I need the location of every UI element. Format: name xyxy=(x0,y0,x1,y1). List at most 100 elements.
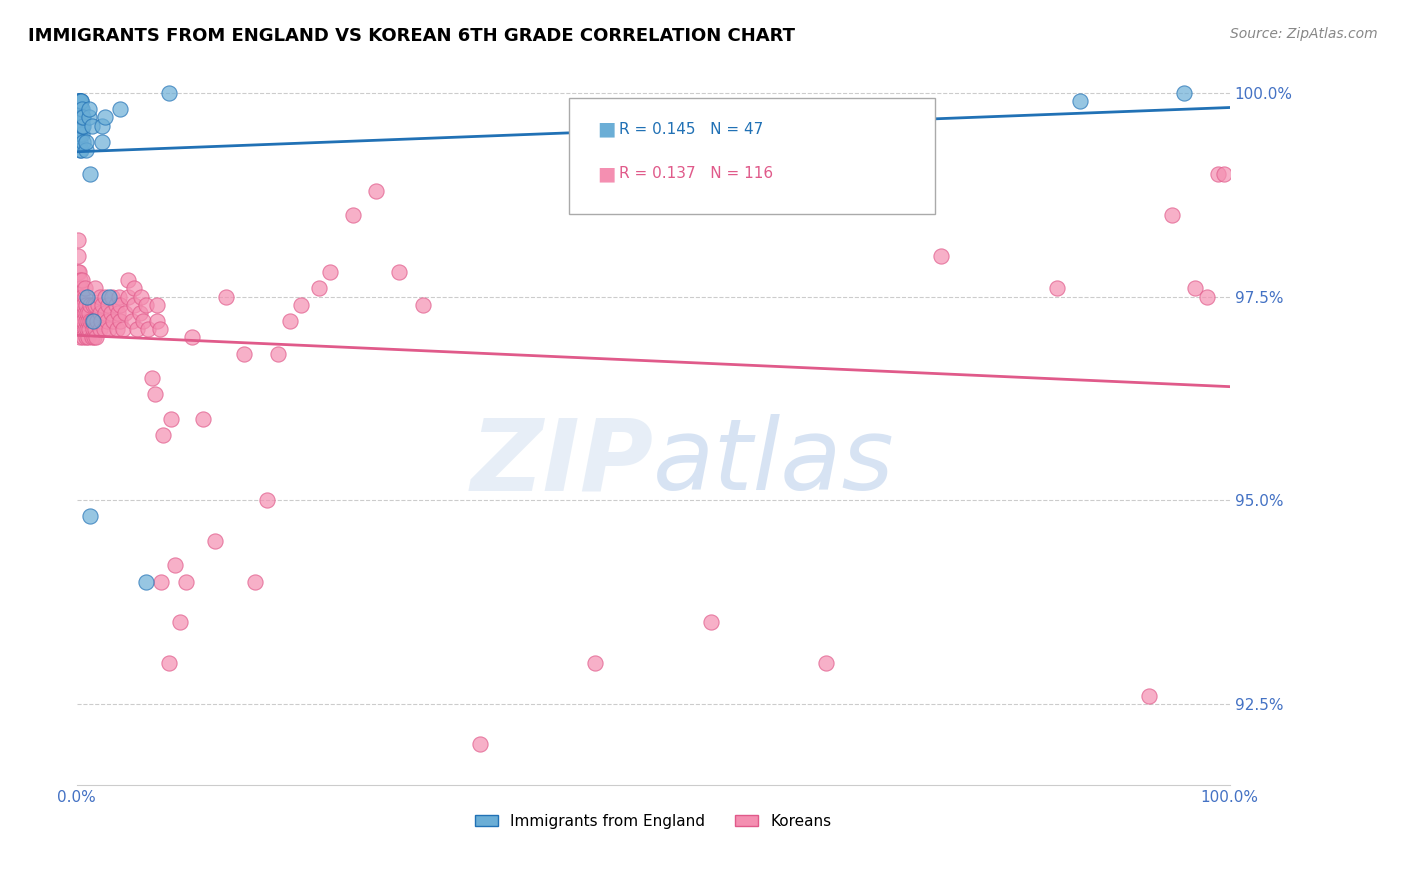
Koreans xyxy=(105,322,128,336)
Koreans xyxy=(80,330,103,344)
Immigrants from England xyxy=(80,119,103,133)
Text: atlas: atlas xyxy=(654,414,894,511)
Koreans xyxy=(163,558,186,573)
Koreans xyxy=(93,322,115,336)
Koreans xyxy=(366,184,388,198)
Koreans xyxy=(72,289,94,303)
Koreans xyxy=(66,249,89,263)
Koreans xyxy=(146,298,169,312)
Immigrants from England xyxy=(1069,94,1091,108)
Immigrants from England xyxy=(82,314,104,328)
Koreans xyxy=(72,330,94,344)
Immigrants from England xyxy=(72,102,94,116)
Immigrants from England xyxy=(67,94,90,108)
Immigrants from England xyxy=(69,94,91,108)
Immigrants from England xyxy=(69,102,91,116)
Koreans xyxy=(77,330,100,344)
Koreans xyxy=(70,298,93,312)
Koreans xyxy=(73,281,96,295)
Koreans xyxy=(117,273,139,287)
Koreans xyxy=(136,322,159,336)
Koreans xyxy=(1213,167,1236,181)
Koreans xyxy=(149,322,172,336)
Koreans xyxy=(75,314,97,328)
Koreans xyxy=(100,306,122,320)
Koreans xyxy=(77,322,100,336)
Koreans xyxy=(94,289,117,303)
Immigrants from England xyxy=(75,135,97,149)
Koreans xyxy=(84,322,107,336)
Legend: Immigrants from England, Koreans: Immigrants from England, Koreans xyxy=(468,807,838,835)
Koreans xyxy=(319,265,342,279)
Koreans xyxy=(72,306,94,320)
Koreans xyxy=(67,298,90,312)
Immigrants from England xyxy=(72,135,94,149)
Koreans xyxy=(90,298,112,312)
Koreans xyxy=(1206,167,1229,181)
Koreans xyxy=(72,322,94,336)
Immigrants from England xyxy=(66,94,89,108)
Koreans xyxy=(67,314,90,328)
Koreans xyxy=(470,738,492,752)
Koreans xyxy=(79,314,101,328)
Koreans xyxy=(585,656,607,670)
Immigrants from England xyxy=(66,102,89,116)
Koreans xyxy=(73,322,96,336)
Koreans xyxy=(1137,689,1160,703)
Koreans xyxy=(278,314,301,328)
Koreans xyxy=(815,656,838,670)
Immigrants from England xyxy=(69,94,91,108)
Koreans xyxy=(180,330,202,344)
Koreans xyxy=(77,306,100,320)
Koreans xyxy=(146,314,169,328)
Immigrants from England xyxy=(72,111,94,125)
Koreans xyxy=(215,289,238,303)
Koreans xyxy=(83,330,105,344)
Text: ■: ■ xyxy=(598,120,616,139)
Immigrants from England xyxy=(76,289,98,303)
Immigrants from England xyxy=(67,111,90,125)
Koreans xyxy=(152,428,174,442)
Koreans xyxy=(143,387,166,401)
Immigrants from England xyxy=(67,94,90,108)
Immigrants from England xyxy=(157,86,180,100)
Immigrants from England xyxy=(70,111,93,125)
Koreans xyxy=(89,289,111,303)
Koreans xyxy=(122,281,145,295)
Immigrants from England xyxy=(69,135,91,149)
Koreans xyxy=(1195,289,1218,303)
Koreans xyxy=(96,314,118,328)
Koreans xyxy=(69,273,91,287)
Koreans xyxy=(256,493,278,508)
Koreans xyxy=(72,273,94,287)
Immigrants from England xyxy=(70,119,93,133)
Koreans xyxy=(66,289,89,303)
Koreans xyxy=(67,265,90,279)
Koreans xyxy=(101,289,124,303)
Koreans xyxy=(80,314,103,328)
Koreans xyxy=(75,330,97,344)
Koreans xyxy=(157,656,180,670)
Text: IMMIGRANTS FROM ENGLAND VS KOREAN 6TH GRADE CORRELATION CHART: IMMIGRANTS FROM ENGLAND VS KOREAN 6TH GR… xyxy=(28,27,796,45)
Koreans xyxy=(86,314,108,328)
Koreans xyxy=(69,289,91,303)
Koreans xyxy=(174,574,197,589)
Koreans xyxy=(1161,208,1184,222)
Koreans xyxy=(79,298,101,312)
Koreans xyxy=(87,298,110,312)
Koreans xyxy=(412,298,434,312)
Koreans xyxy=(132,314,155,328)
Koreans xyxy=(267,346,290,360)
Immigrants from England xyxy=(72,111,94,125)
Koreans xyxy=(83,314,105,328)
Koreans xyxy=(76,306,98,320)
Immigrants from England xyxy=(69,94,91,108)
Koreans xyxy=(700,615,723,630)
Text: Source: ZipAtlas.com: Source: ZipAtlas.com xyxy=(1230,27,1378,41)
Koreans xyxy=(245,574,267,589)
Koreans xyxy=(82,298,104,312)
Immigrants from England xyxy=(79,167,101,181)
Immigrants from England xyxy=(77,111,100,125)
Koreans xyxy=(125,322,148,336)
Koreans xyxy=(90,314,112,328)
